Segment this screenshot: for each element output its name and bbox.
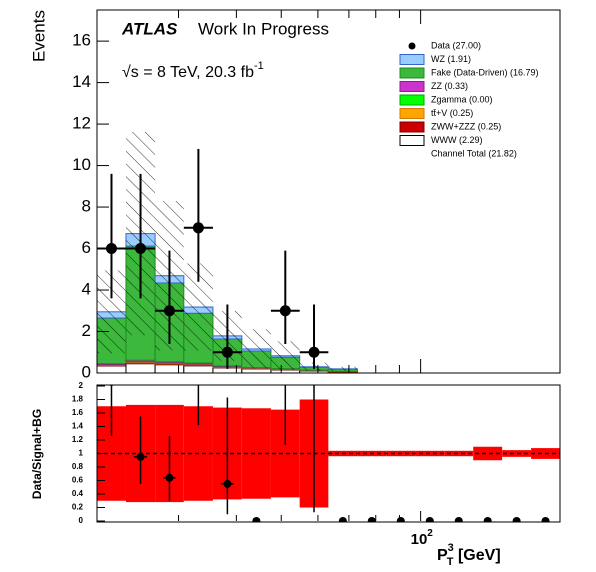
ratio-y-tick-label: 0.8 xyxy=(72,462,84,471)
axes: 024681012141600.20.40.60.811.21.41.61.82… xyxy=(72,10,433,548)
y-tick-label: 2 xyxy=(82,321,91,340)
ratio-y-tick-label: 1.4 xyxy=(72,422,84,431)
x-axis-label: P3 T [GeV] xyxy=(437,542,501,568)
ratio-y-tick-label: 0.2 xyxy=(72,503,84,512)
ratio-point xyxy=(136,452,145,461)
x-tick-label: 102 xyxy=(411,528,434,548)
ratio-point xyxy=(367,517,376,522)
data-point xyxy=(279,305,291,317)
data-point xyxy=(221,346,233,358)
ratio-frame xyxy=(96,384,561,523)
ratio-y-tick-label: 0.6 xyxy=(72,476,84,485)
ratio-y-tick-label: 0 xyxy=(79,516,84,525)
uncertainty-band xyxy=(241,329,271,369)
legend-swatch xyxy=(399,94,425,106)
ratio-y-tick-label: 1.8 xyxy=(72,395,84,404)
legend-label: ZZ (0.33) xyxy=(431,81,468,91)
legend-total: Channel Total (21.82) xyxy=(431,148,517,158)
ratio-point xyxy=(454,517,463,522)
legend-swatch xyxy=(399,135,425,146)
ratio-y-tick-label: 1.6 xyxy=(72,408,84,417)
y-tick-label: 12 xyxy=(72,114,91,133)
x-label-base: P xyxy=(437,547,448,564)
legend-label: tt̄+V (0.25) xyxy=(431,108,473,118)
legend-label: Zgamma (0.00) xyxy=(431,94,493,104)
legend-swatch xyxy=(399,108,425,119)
stack-segment xyxy=(183,365,214,373)
legend: Data (27.00) WZ (1.91) Fake (Data-Driven) … xyxy=(399,40,539,158)
uncertainty-band xyxy=(328,366,358,371)
data-point xyxy=(163,305,175,317)
ratio-y-axis-label: Data/Signal+BG xyxy=(30,409,44,499)
legend-label: ZWW+ZZZ (0.25) xyxy=(431,121,501,131)
y-tick-label: 14 xyxy=(72,72,91,91)
ratio-point xyxy=(338,517,347,522)
ratio-point xyxy=(541,517,550,522)
legend-data-marker xyxy=(408,42,416,50)
ratio-point xyxy=(425,517,434,522)
y-tick-label: 10 xyxy=(72,155,91,174)
data-point xyxy=(192,222,204,234)
legend-swatch xyxy=(399,54,425,65)
ratio-point xyxy=(223,479,232,488)
data-point xyxy=(308,346,320,358)
legend-swatch xyxy=(399,81,425,92)
ratio-point xyxy=(165,473,174,482)
y-tick-label: 16 xyxy=(72,31,91,50)
y-tick-label: 6 xyxy=(82,238,91,257)
stack-segment xyxy=(125,363,156,373)
legend-label: WZ (1.91) xyxy=(431,54,471,64)
ratio-y-tick-label: 2 xyxy=(79,381,84,390)
y-tick-label: 4 xyxy=(82,280,91,299)
main-frame xyxy=(96,9,561,374)
main-plot xyxy=(97,131,358,373)
x-tick-base: 10 xyxy=(411,531,428,548)
experiment-label: ATLAS xyxy=(121,19,178,38)
ratio-y-tick-label: 1 xyxy=(79,449,84,458)
y-axis-label: Events xyxy=(29,10,48,62)
legend-label: Data (27.00) xyxy=(431,40,481,50)
x-label-unit: [GeV] xyxy=(454,547,501,564)
energy-text: √s = 8 TeV, 20.3 fb xyxy=(122,64,254,81)
legend-label: Fake (Data-Driven) (16.79) xyxy=(431,67,539,77)
ratio-point xyxy=(483,517,492,522)
data-point xyxy=(105,243,117,255)
x-tick-exponent: 2 xyxy=(427,528,433,539)
uncertainty-band xyxy=(270,341,300,371)
ratio-point xyxy=(396,517,405,522)
ratio-band xyxy=(444,450,474,457)
stack-segment xyxy=(97,365,127,373)
energy-sup: -1 xyxy=(254,60,264,72)
energy-label: √s = 8 TeV, 20.3 fb-1 xyxy=(122,60,264,81)
ratio-point xyxy=(512,517,521,522)
ratio-y-tick-label: 0.4 xyxy=(72,489,84,498)
y-tick-label: 0 xyxy=(82,362,91,381)
stack-segment xyxy=(241,368,272,373)
stack-segment xyxy=(154,364,185,373)
ratio-y-tick-label: 1.2 xyxy=(72,435,84,444)
ratio-plot xyxy=(97,385,560,522)
y-tick-label: 8 xyxy=(82,197,91,216)
ratio-band xyxy=(502,450,532,457)
legend-label: WWW (2.29) xyxy=(431,135,483,145)
x-label-sup: 3 xyxy=(448,542,454,554)
legend-swatch xyxy=(399,121,425,133)
x-label-sub: T xyxy=(447,556,454,568)
status-label: Work In Progress xyxy=(198,19,329,38)
legend-swatch xyxy=(399,67,425,79)
data-point xyxy=(135,243,147,255)
ratio-point xyxy=(252,517,261,522)
ratio-band xyxy=(473,446,503,461)
